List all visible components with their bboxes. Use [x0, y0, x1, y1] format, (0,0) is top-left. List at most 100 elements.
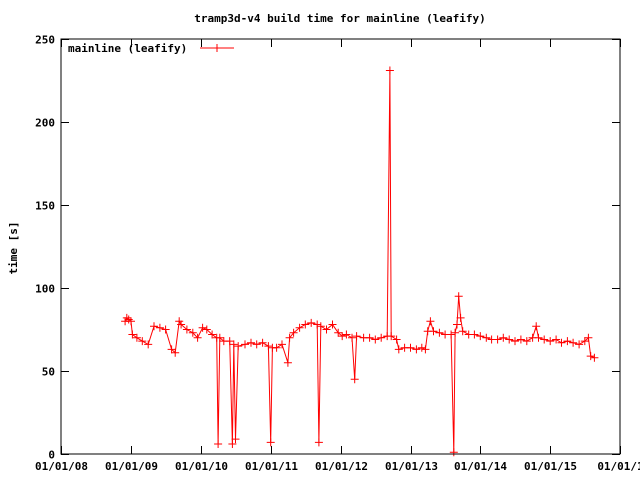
data-point-marker — [546, 337, 555, 346]
chart-title: tramp3d-v4 build time for mainline (leaf… — [194, 12, 485, 25]
data-point-marker — [476, 332, 485, 341]
data-point-marker — [392, 335, 401, 344]
y-tick-label: 200 — [35, 117, 55, 130]
data-point-marker — [522, 337, 531, 346]
data-point-marker — [301, 320, 310, 329]
data-point-marker — [258, 338, 267, 347]
data-point-marker — [289, 328, 298, 337]
data-point-marker — [449, 448, 458, 457]
data-point-marker — [215, 333, 224, 342]
y-tick-label: 250 — [35, 34, 55, 47]
data-point-marker — [198, 323, 207, 332]
data-point-marker — [161, 325, 170, 334]
data-point-marker — [387, 332, 396, 341]
data-point-marker — [313, 320, 322, 329]
x-tick-label: 01/01/13 — [385, 460, 438, 473]
data-point-marker — [241, 340, 249, 349]
data-point-marker — [322, 325, 331, 334]
data-point-marker — [412, 345, 421, 354]
data-point-marker — [505, 335, 514, 344]
data-point-marker — [252, 340, 261, 349]
y-tick-label: 150 — [35, 200, 55, 213]
x-tick-label: 01/01/1 — [597, 460, 640, 473]
data-point-marker — [278, 340, 286, 349]
data-point-marker — [348, 333, 356, 342]
data-point-marker — [155, 323, 164, 332]
data-point-marker — [150, 322, 158, 331]
data-point-marker — [453, 320, 461, 329]
data-point-marker — [202, 325, 211, 334]
data-point-marker — [586, 352, 595, 361]
data-point-marker — [122, 313, 131, 322]
data-point-marker — [454, 292, 463, 301]
data-point-marker — [352, 332, 361, 341]
data-point-marker — [350, 375, 359, 384]
data-point-marker — [342, 330, 351, 339]
x-tick-label: 01/01/10 — [175, 460, 228, 473]
data-point-marker — [338, 332, 347, 341]
data-point-marker — [328, 320, 337, 329]
data-point-marker — [540, 335, 549, 344]
data-point-marker — [426, 317, 435, 326]
data-point-marker — [456, 313, 465, 322]
data-point-marker — [385, 66, 394, 75]
data-point-marker — [534, 333, 543, 342]
data-point-marker — [316, 322, 325, 331]
data-point-marker — [283, 358, 292, 367]
data-point-marker — [247, 338, 255, 347]
y-tick-label: 50 — [42, 366, 55, 379]
data-point-marker — [234, 342, 243, 351]
data-point-marker — [264, 342, 273, 351]
data-point-marker — [365, 333, 374, 342]
y-tick-label: 100 — [35, 283, 55, 296]
data-point-marker — [132, 333, 141, 342]
data-point-marker — [307, 318, 316, 327]
data-point-marker — [435, 328, 444, 337]
data-point-marker — [214, 440, 223, 448]
data-point-marker — [511, 337, 519, 346]
data-point-marker — [225, 337, 234, 346]
data-point-marker — [295, 323, 304, 332]
data-point-marker — [406, 343, 415, 352]
data-point-marker — [127, 317, 135, 326]
data-point-marker — [208, 330, 217, 339]
data-point-marker — [231, 435, 240, 444]
data-point-marker — [569, 338, 578, 347]
data-point-marker — [128, 330, 137, 339]
data-point-marker — [167, 345, 176, 354]
data-point-marker — [144, 340, 153, 349]
legend-marker-sample — [213, 44, 221, 52]
data-point-marker — [590, 353, 599, 362]
data-point-marker — [429, 327, 438, 336]
data-point-marker — [417, 343, 426, 352]
data-point-marker — [458, 327, 467, 336]
x-tick-label: 01/01/12 — [315, 460, 368, 473]
data-point-marker — [177, 320, 186, 329]
data-point-marker — [482, 333, 491, 342]
data-point-marker — [499, 333, 508, 342]
plot-frame — [60, 38, 621, 455]
axis-ticks: 0 50 100 150 200 250 01/01/08 01/01/09 01/01/10 0… — [35, 34, 640, 474]
x-tick-label: 01/01/14 — [454, 460, 507, 473]
data-point-marker — [171, 348, 180, 357]
x-tick-label: 01/01/15 — [524, 460, 577, 473]
legend: mainline (leafify) — [68, 42, 234, 55]
data-point-marker — [272, 343, 281, 352]
data-point-marker — [228, 440, 237, 448]
data-point-marker — [266, 438, 275, 447]
data-point-marker — [552, 335, 561, 344]
legend-label: mainline (leafify) — [68, 42, 187, 55]
data-point-marker — [188, 328, 197, 337]
data-point-marker — [138, 337, 147, 346]
series-layer — [121, 66, 599, 457]
data-point-marker — [334, 328, 343, 337]
data-point-marker — [229, 340, 238, 349]
data-point-marker — [532, 322, 541, 331]
data-point-marker — [377, 333, 386, 342]
data-point-marker — [557, 338, 566, 347]
data-point-marker — [584, 333, 593, 342]
data-point-marker — [447, 330, 456, 339]
data-point-marker — [470, 330, 479, 339]
